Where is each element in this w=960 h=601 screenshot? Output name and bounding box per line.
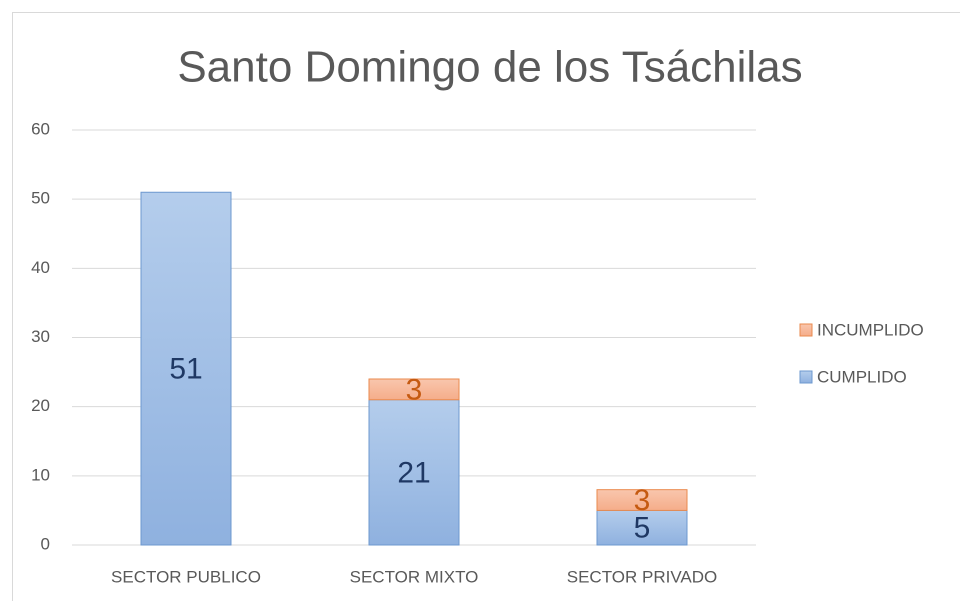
data-label: 5	[634, 512, 651, 545]
bar-segment	[140, 191, 232, 546]
bar-segment	[368, 399, 460, 546]
legend-label: INCUMPLIDO	[817, 320, 924, 339]
y-tick-label: 40	[31, 258, 50, 277]
y-tick-label: 0	[41, 534, 50, 553]
y-tick-label: 10	[31, 465, 50, 484]
y-tick-label: 60	[31, 119, 50, 138]
y-tick-label: 20	[31, 396, 50, 415]
x-tick-label: SECTOR PUBLICO	[111, 567, 261, 586]
legend-swatch	[799, 323, 813, 337]
bar-segment	[596, 489, 688, 511]
chart-border	[12, 12, 960, 601]
y-tick-label: 50	[31, 189, 50, 208]
chart-title: Santo Domingo de los Tsáchilas	[177, 43, 802, 92]
legend-swatch	[799, 370, 813, 384]
data-label: 21	[397, 456, 430, 489]
x-tick-label: SECTOR PRIVADO	[567, 567, 718, 586]
data-label: 3	[406, 373, 423, 406]
x-tick-label: SECTOR MIXTO	[350, 567, 479, 586]
data-label: 3	[634, 484, 651, 517]
legend-label: CUMPLIDO	[817, 367, 907, 386]
bar-segment	[596, 509, 688, 546]
data-label: 51	[169, 353, 202, 386]
bar-segment	[368, 378, 460, 401]
y-tick-label: 30	[31, 327, 50, 346]
